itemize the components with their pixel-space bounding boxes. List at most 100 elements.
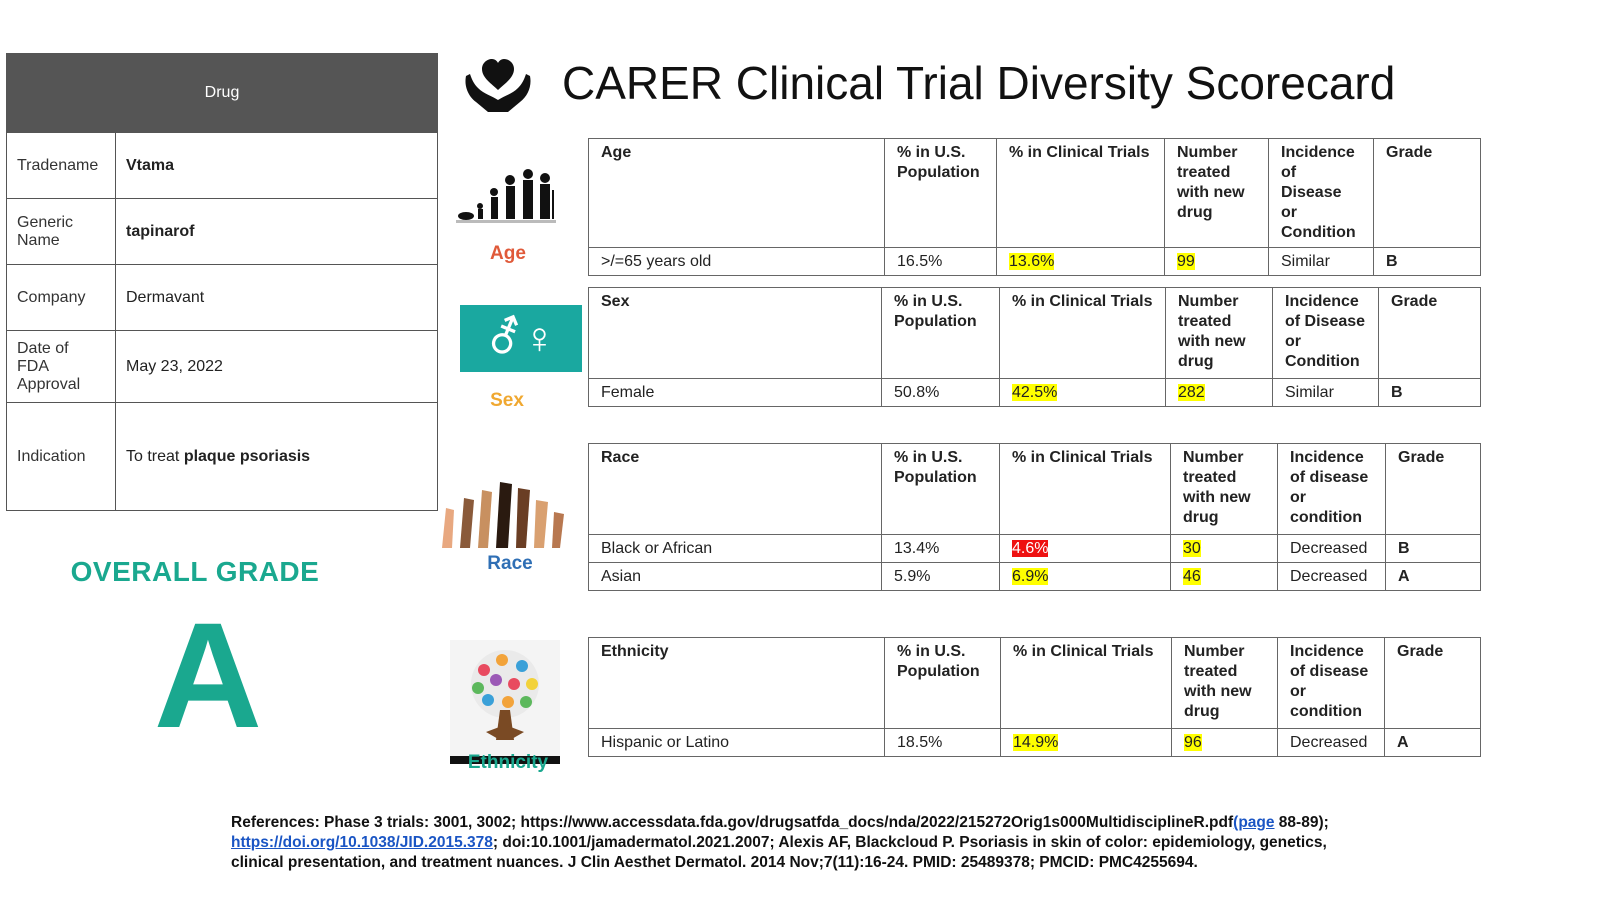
tradename-value: Vtama bbox=[115, 132, 438, 199]
sex-category-label: Sex bbox=[490, 390, 524, 411]
us-population-col-header: % in U.S. Population bbox=[881, 287, 1000, 379]
approval-date-value: May 23, 2022 bbox=[115, 330, 438, 403]
drug-info-table: Drug Tradename Vtama Generic Name tapina… bbox=[6, 53, 438, 511]
number-treated-col-header: Number treated with new drug bbox=[1165, 287, 1273, 379]
drug-row-tradename: Tradename Vtama bbox=[6, 132, 438, 199]
us-population-col-header: % in U.S. Population bbox=[884, 138, 997, 248]
highlight-yellow: 13.6% bbox=[1009, 252, 1055, 270]
grade-cell: B bbox=[1385, 534, 1481, 563]
age-scorecard-table: Age % in U.S. Population % in Clinical T… bbox=[588, 138, 1481, 276]
overall-grade-label: OVERALL GRADE bbox=[70, 556, 320, 587]
clinical-trials-cell: 42.5% bbox=[999, 378, 1166, 407]
references-text-2: 88-89); bbox=[1274, 814, 1329, 831]
incidence-cell: Decreased bbox=[1277, 728, 1385, 757]
number-treated-col-header: Number treated with new drug bbox=[1170, 443, 1278, 535]
ethnicity-col-header: Ethnicity bbox=[588, 637, 885, 729]
number-treated-cell: 46 bbox=[1170, 562, 1278, 591]
race-table-header-row: Race % in U.S. Population % in Clinical … bbox=[588, 443, 1481, 535]
age-col-header: Age bbox=[588, 138, 885, 248]
us-population-cell: 16.5% bbox=[884, 247, 997, 276]
incidence-cell: Decreased bbox=[1277, 562, 1386, 591]
approval-date-label: Date of FDA Approval bbox=[6, 330, 116, 403]
grade-col-header: Grade bbox=[1385, 443, 1481, 535]
incidence-cell: Decreased bbox=[1277, 534, 1386, 563]
generic-name-label: Generic Name bbox=[6, 198, 116, 265]
number-treated-cell: 96 bbox=[1171, 728, 1278, 757]
incidence-cell: Similar bbox=[1268, 247, 1374, 276]
age-evolution-icon bbox=[456, 169, 556, 223]
grade-cell: B bbox=[1378, 378, 1481, 407]
drug-row-indication: Indication To treat plaque psoriasis bbox=[6, 402, 438, 511]
ethnicity-scorecard-table: Ethnicity % in U.S. Population % in Clin… bbox=[588, 637, 1481, 757]
grade-col-header: Grade bbox=[1373, 138, 1481, 248]
table-row: Asian 5.9% 6.9% 46 Decreased A bbox=[588, 562, 1481, 591]
us-population-cell: 50.8% bbox=[881, 378, 1000, 407]
grade-col-header: Grade bbox=[1384, 637, 1481, 729]
table-row: Female 50.8% 42.5% 282 Similar B bbox=[588, 378, 1481, 407]
references-page-link[interactable]: (page bbox=[1233, 814, 1275, 831]
indication-value: To treat plaque psoriasis bbox=[115, 402, 438, 511]
drug-header: Drug bbox=[6, 53, 438, 133]
drug-row-approval: Date of FDA Approval May 23, 2022 bbox=[6, 330, 438, 403]
age-table-header-row: Age % in U.S. Population % in Clinical T… bbox=[588, 138, 1481, 248]
group-cell: >/=65 years old bbox=[588, 247, 885, 276]
clinical-trials-cell: 13.6% bbox=[996, 247, 1165, 276]
references-doi-link[interactable]: https://doi.org/10.1038/JID.2015.378 bbox=[231, 834, 493, 851]
clinical-trials-cell: 14.9% bbox=[1000, 728, 1172, 757]
race-col-header: Race bbox=[588, 443, 882, 535]
references-text-3: ; doi:10.1001/jamadermatol.2021.2007; Al… bbox=[231, 834, 1327, 871]
tree-of-hands-icon bbox=[450, 640, 560, 764]
indication-condition: plaque psoriasis bbox=[183, 447, 311, 465]
us-population-col-header: % in U.S. Population bbox=[884, 637, 1001, 729]
ethnicity-category-label: Ethnicity bbox=[467, 752, 549, 773]
table-row: >/=65 years old 16.5% 13.6% 99 Similar B bbox=[588, 247, 1481, 276]
clinical-trials-col-header: % in Clinical Trials bbox=[999, 443, 1171, 535]
company-value: Dermavant bbox=[115, 264, 438, 331]
clinical-trials-col-header: % in Clinical Trials bbox=[996, 138, 1165, 248]
race-scorecard-table: Race % in U.S. Population % in Clinical … bbox=[588, 443, 1481, 591]
incidence-col-header: Incidence of Disease or Condition bbox=[1268, 138, 1374, 248]
highlight-yellow: 14.9% bbox=[1013, 733, 1059, 751]
incidence-cell: Similar bbox=[1272, 378, 1379, 407]
number-treated-col-header: Number treated with new drug bbox=[1164, 138, 1269, 248]
number-treated-cell: 99 bbox=[1164, 247, 1269, 276]
highlight-yellow: 96 bbox=[1184, 733, 1202, 751]
tradename-label: Tradename bbox=[6, 132, 116, 199]
references-footer: References: Phase 3 trials: 3001, 3002; … bbox=[231, 813, 1351, 873]
hands-heart-logo-icon bbox=[465, 59, 531, 112]
drug-header-row: Drug bbox=[6, 53, 438, 133]
clinical-trials-cell: 4.6% bbox=[999, 534, 1171, 563]
group-cell: Asian bbox=[588, 562, 882, 591]
clinical-trials-cell: 6.9% bbox=[999, 562, 1171, 591]
drug-row-company: Company Dermavant bbox=[6, 264, 438, 331]
group-cell: Black or African bbox=[588, 534, 882, 563]
group-cell: Female bbox=[588, 378, 882, 407]
us-population-cell: 13.4% bbox=[881, 534, 1000, 563]
highlight-yellow: 42.5% bbox=[1012, 383, 1058, 401]
number-treated-col-header: Number treated with new drug bbox=[1171, 637, 1278, 729]
references-text-1: References: Phase 3 trials: 3001, 3002; … bbox=[231, 814, 1234, 831]
grade-cell: A bbox=[1385, 562, 1481, 591]
ethnicity-table-header-row: Ethnicity % in U.S. Population % in Clin… bbox=[588, 637, 1481, 729]
company-label: Company bbox=[6, 264, 116, 331]
clinical-trials-col-header: % in Clinical Trials bbox=[999, 287, 1166, 379]
incidence-col-header: Incidence of Disease or Condition bbox=[1272, 287, 1379, 379]
indication-prefix: To treat bbox=[126, 447, 184, 465]
drug-row-generic: Generic Name tapinarof bbox=[6, 198, 438, 265]
race-category-label: Race bbox=[487, 553, 533, 574]
indication-label: Indication bbox=[6, 402, 116, 511]
table-row: Hispanic or Latino 18.5% 14.9% 96 Decrea… bbox=[588, 728, 1481, 757]
clinical-trials-col-header: % in Clinical Trials bbox=[1000, 637, 1172, 729]
highlight-yellow: 99 bbox=[1177, 252, 1195, 270]
highlight-yellow: 282 bbox=[1178, 383, 1205, 401]
raised-hands-icon bbox=[442, 482, 564, 548]
sex-table-header-row: Sex % in U.S. Population % in Clinical T… bbox=[588, 287, 1481, 379]
us-population-col-header: % in U.S. Population bbox=[881, 443, 1000, 535]
us-population-cell: 5.9% bbox=[881, 562, 1000, 591]
us-population-cell: 18.5% bbox=[884, 728, 1001, 757]
overall-grade-letter: A bbox=[153, 591, 263, 759]
table-row: Black or African 13.4% 4.6% 30 Decreased… bbox=[588, 534, 1481, 563]
highlight-yellow: 30 bbox=[1183, 539, 1201, 557]
sex-col-header: Sex bbox=[588, 287, 882, 379]
incidence-col-header: Incidence of disease or condition bbox=[1277, 443, 1386, 535]
